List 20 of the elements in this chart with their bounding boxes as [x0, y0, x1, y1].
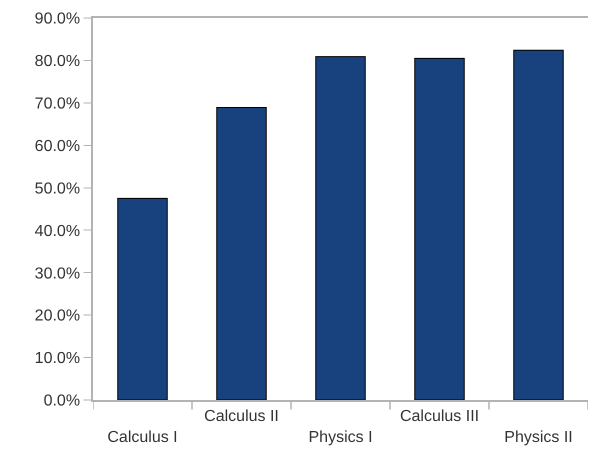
bar	[117, 198, 168, 400]
x-tick-label: Physics I	[308, 428, 373, 446]
y-tick-label: 20.0%	[34, 308, 80, 325]
bar	[315, 56, 366, 400]
y-tick-label: 40.0%	[34, 222, 80, 240]
x-tick-label: Physics II	[504, 428, 573, 446]
bar	[216, 107, 267, 400]
y-tick-label: 60.0%	[34, 138, 80, 155]
y-tick-label: 30.0%	[34, 265, 80, 282]
x-tick-label: Calculus II	[204, 408, 279, 425]
x-tick-label: Calculus III	[400, 408, 480, 425]
bar	[414, 58, 465, 400]
y-tick-label: 10.0%	[34, 350, 80, 368]
y-tick-label: 50.0%	[34, 180, 80, 198]
y-tick-label: 70.0%	[34, 95, 80, 112]
bar	[513, 50, 564, 400]
y-tick-label: 0.0%	[44, 392, 80, 410]
y-tick-label: 80.0%	[34, 53, 80, 70]
x-tick-label: Calculus I	[107, 428, 178, 446]
y-tick-label: 90.0%	[34, 10, 80, 28]
